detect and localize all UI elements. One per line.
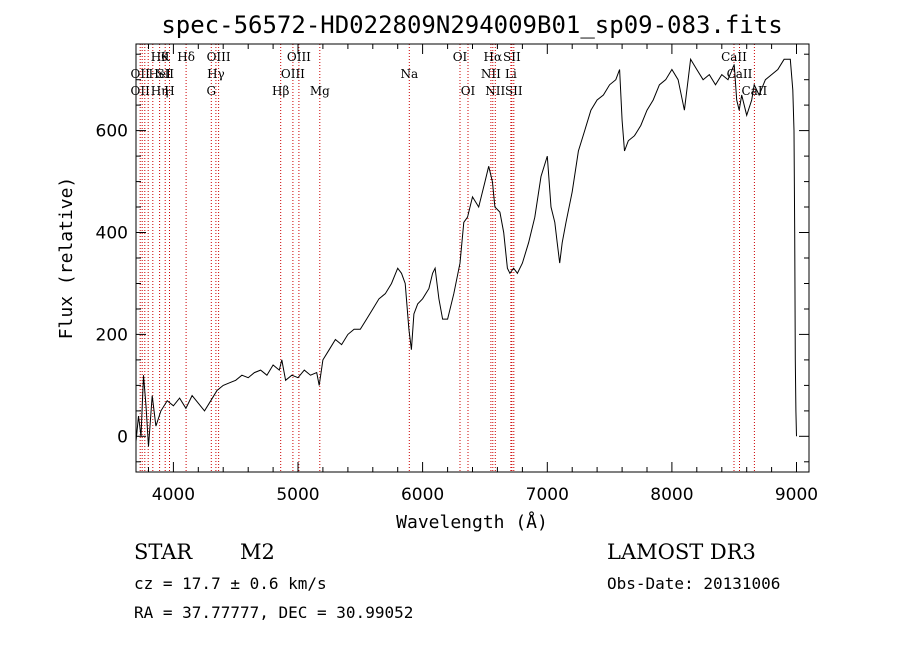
y-tick-label: 600 — [96, 122, 128, 142]
x-tick-label: 5000 — [276, 485, 319, 505]
line-label-9-2: G — [207, 84, 217, 98]
line-label-22-1: Li — [505, 67, 517, 81]
spectrum-line — [135, 57, 797, 447]
line-label-25-0: CaII — [721, 50, 747, 64]
line-label-23-0: SII — [503, 50, 521, 64]
y-axis-ticks: 0 200 400 600 — [96, 53, 809, 463]
object-class: STAR — [134, 540, 193, 564]
chart-title: spec-56572-HD022809N294009B01_sp09-083.f… — [161, 11, 782, 39]
y-tick-label: 400 — [96, 224, 128, 244]
x-axis-ticks: 4000 5000 6000 7000 8000 9000 — [148, 44, 818, 505]
emission-line-markers — [139, 44, 755, 472]
x-axis-label: Wavelength (Å) — [396, 511, 548, 533]
y-tick-label: 0 — [117, 427, 128, 447]
x-tick-label: 8000 — [650, 485, 693, 505]
line-label-0-1: OII — [131, 67, 151, 81]
x-tick-label: 9000 — [775, 485, 818, 505]
line-label-8-0: Hδ — [177, 50, 195, 64]
x-tick-label: 6000 — [401, 485, 444, 505]
line-label-19-1: NII — [481, 67, 501, 81]
x-tick-label: 4000 — [152, 485, 195, 505]
line-label-13-1: OIII — [281, 67, 305, 81]
line-label-24-2: SII — [505, 84, 523, 98]
line-label-12-2: Hβ — [272, 84, 289, 98]
line-label-5-1: HeI — [148, 67, 171, 81]
plot-frame — [135, 43, 810, 473]
redshift-value: cz = 17.7 ± 0.6 km/s — [134, 574, 327, 593]
object-subclass: M2 — [240, 540, 275, 564]
line-label-18-2: OI — [461, 84, 476, 98]
line-label-14-0: OIII — [287, 50, 311, 64]
line-label-6-0: K — [161, 50, 171, 64]
line-label-6-1: SII — [156, 67, 174, 81]
y-tick-label: 200 — [96, 325, 128, 345]
line-label-10-1: Hγ — [207, 67, 225, 81]
observation-date: Obs-Date: 20131006 — [607, 574, 781, 593]
line-label-0-2: OII — [131, 84, 151, 98]
line-label-5-0: Hθ — [151, 50, 169, 64]
line-label-20-0: Hα — [484, 50, 503, 64]
line-label-15-2: Mg — [310, 84, 330, 98]
line-label-27-2: CaII — [741, 84, 767, 98]
emission-line-labels: OIIOIIHθHeIHηKSIIHHδGHγOIIIHβOIIIOIIIMgN… — [131, 50, 768, 98]
line-label-17-0: OI — [453, 50, 468, 64]
line-label-21-2: NII — [485, 84, 505, 98]
y-axis-label: Flux (relative) — [56, 177, 77, 340]
line-label-26-1: CaII — [727, 67, 753, 81]
x-tick-label: 7000 — [526, 485, 569, 505]
line-label-5-2: Hη — [151, 84, 169, 98]
line-label-16-1: Na — [400, 67, 418, 81]
line-label-11-0: OIII — [207, 50, 231, 64]
sky-coordinates: RA = 37.77777, DEC = 30.99052 — [134, 603, 414, 622]
survey-name: LAMOST DR3 — [607, 540, 756, 564]
line-label-7-2: H — [164, 84, 174, 98]
spectrum-chart: spec-56572-HD022809N294009B01_sp09-083.f… — [56, 11, 818, 533]
